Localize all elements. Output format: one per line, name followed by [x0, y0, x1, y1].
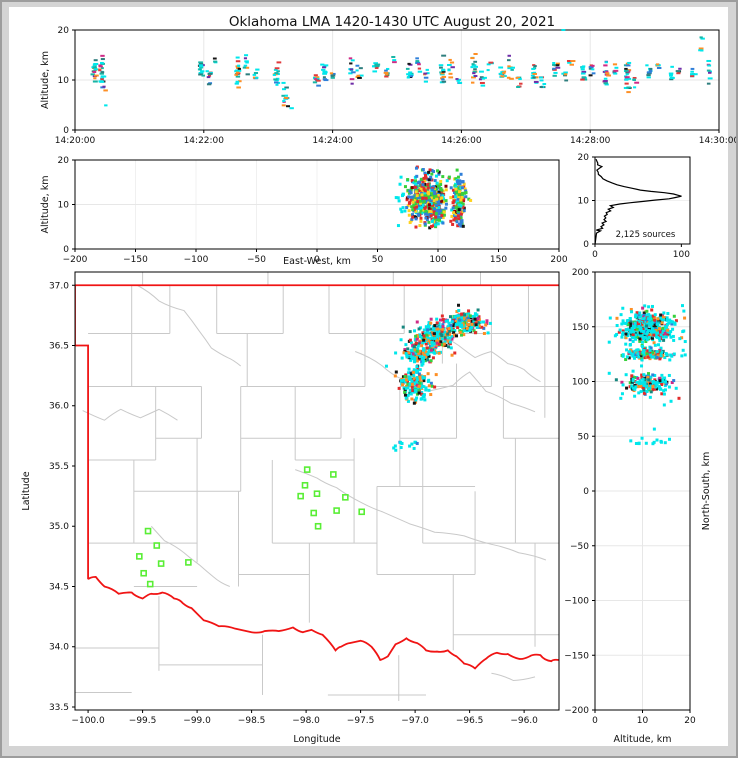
svg-text:36.0: 36.0	[49, 402, 69, 412]
svg-text:0: 0	[592, 716, 598, 726]
panel-eastwest-altitude: −200 −150 −100 −50 0 50 100 150 200 0 10 20 Altitude…	[40, 156, 568, 267]
svg-text:35.5: 35.5	[49, 462, 69, 472]
svg-text:20: 20	[684, 716, 696, 726]
svg-text:Longitude: Longitude	[293, 734, 340, 745]
svg-text:−99.0: −99.0	[183, 716, 211, 726]
svg-text:Altitude, km: Altitude, km	[614, 734, 672, 745]
svg-text:200: 200	[572, 268, 589, 278]
svg-text:Altitude, km: Altitude, km	[40, 176, 51, 234]
figure-title: Oklahoma LMA 1420-1430 UTC August 20, 20…	[228, 14, 556, 30]
svg-text:−50: −50	[247, 255, 266, 265]
svg-text:35.0: 35.0	[49, 522, 69, 532]
svg-text:150: 150	[490, 255, 507, 265]
panel-map: −100.0 −99.5 −99.0 −98.5 −98.0 −97.5 −97.0 −96.…	[21, 271, 560, 745]
svg-text:34.5: 34.5	[49, 582, 69, 592]
panel-altitude-northsouth: 0 10 20 200 150 100 50 0 −50 −100 −150 −200 Altitude…	[564, 268, 712, 745]
svg-text:14:24:00: 14:24:00	[312, 136, 353, 146]
svg-text:20: 20	[58, 26, 70, 36]
panel-altitude-histogram: 0 100 0 10 20 2,125 sources	[578, 153, 691, 260]
svg-text:0: 0	[592, 250, 598, 260]
svg-text:East-West, km: East-West, km	[283, 256, 351, 267]
svg-text:Altitude, km: Altitude, km	[40, 51, 51, 109]
svg-text:100: 100	[572, 378, 589, 388]
svg-text:10: 10	[58, 201, 70, 211]
svg-text:14:22:00: 14:22:00	[184, 136, 225, 146]
svg-text:−98.0: −98.0	[292, 716, 320, 726]
svg-text:Latitude: Latitude	[21, 471, 32, 510]
svg-text:10: 10	[578, 197, 590, 207]
svg-text:−100.0: −100.0	[71, 716, 105, 726]
svg-text:200: 200	[550, 255, 567, 265]
svg-text:14:28:00: 14:28:00	[570, 136, 611, 146]
svg-text:0: 0	[63, 126, 69, 136]
svg-text:20: 20	[58, 156, 70, 166]
svg-text:−150: −150	[123, 255, 148, 265]
svg-text:−99.5: −99.5	[129, 716, 157, 726]
svg-text:−200: −200	[63, 255, 88, 265]
svg-text:150: 150	[572, 323, 589, 333]
svg-text:−97.0: −97.0	[401, 716, 429, 726]
svg-text:−100: −100	[564, 597, 589, 607]
svg-text:34.0: 34.0	[49, 643, 69, 653]
svg-text:37.0: 37.0	[49, 281, 69, 291]
svg-text:50: 50	[578, 432, 590, 442]
svg-text:0: 0	[63, 245, 69, 255]
svg-text:−100: −100	[184, 255, 209, 265]
svg-text:−96.5: −96.5	[456, 716, 484, 726]
svg-text:−97.5: −97.5	[347, 716, 375, 726]
svg-text:50: 50	[372, 255, 384, 265]
svg-text:2,125 sources: 2,125 sources	[616, 230, 676, 240]
svg-text:10: 10	[637, 716, 649, 726]
svg-text:14:30:00: 14:30:00	[699, 136, 738, 146]
svg-text:100: 100	[429, 255, 446, 265]
svg-text:0: 0	[314, 255, 320, 265]
svg-text:14:26:00: 14:26:00	[441, 136, 482, 146]
panel-time-height: 14:20:00 14:22:00 14:24:00 14:26:00 14:28:00…	[40, 26, 738, 146]
svg-text:100: 100	[673, 250, 690, 260]
svg-text:0: 0	[583, 487, 589, 497]
svg-text:14:20:00: 14:20:00	[55, 136, 96, 146]
svg-text:−96.0: −96.0	[510, 716, 538, 726]
svg-text:−200: −200	[564, 706, 589, 716]
svg-text:36.5: 36.5	[49, 342, 69, 352]
svg-text:North-South, km: North-South, km	[701, 452, 712, 530]
svg-text:−50: −50	[570, 542, 589, 552]
svg-text:20: 20	[578, 153, 590, 163]
svg-text:0: 0	[583, 240, 589, 250]
svg-text:33.5: 33.5	[49, 703, 69, 713]
svg-text:−150: −150	[564, 651, 589, 661]
svg-text:10: 10	[58, 76, 70, 86]
svg-text:−98.5: −98.5	[238, 716, 266, 726]
